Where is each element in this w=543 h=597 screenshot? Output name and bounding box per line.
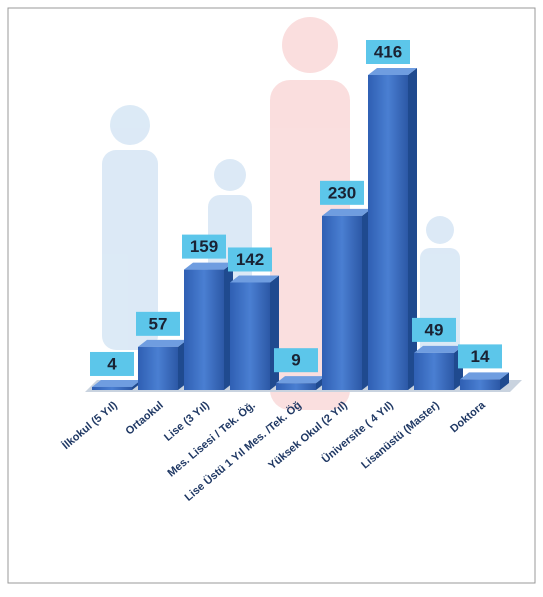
value-label-box [90, 351, 134, 376]
value-label-box [228, 247, 272, 272]
bar-top [138, 339, 187, 347]
bar-front [322, 215, 362, 390]
bar-top [322, 208, 371, 216]
bar [92, 379, 141, 390]
value-label-box [412, 317, 456, 342]
value-label: 49 [425, 320, 444, 339]
bar [138, 339, 187, 390]
value-label: 230 [328, 183, 356, 202]
value-label-box [136, 311, 180, 336]
bar [460, 372, 509, 390]
bar-top [368, 68, 417, 75]
bar-side [408, 68, 417, 390]
bar [414, 345, 463, 390]
value-label: 416 [374, 42, 402, 61]
value-label: 4 [107, 354, 117, 373]
bar [368, 68, 417, 390]
value-label: 57 [149, 314, 168, 333]
value-label: 159 [190, 237, 218, 256]
bar-front [184, 269, 224, 390]
value-label-box [366, 40, 410, 64]
bar-front [276, 383, 316, 390]
bar-top [184, 262, 233, 270]
bar-top [276, 376, 325, 384]
bar-top [230, 275, 279, 283]
value-label-box [320, 180, 364, 205]
bar [322, 208, 371, 390]
bar-side [270, 275, 279, 390]
bar-front [138, 346, 178, 390]
bar-top [414, 345, 463, 353]
value-label: 14 [471, 347, 490, 366]
bar-front [230, 282, 270, 390]
bar-front [414, 352, 454, 390]
bar-front [460, 379, 500, 390]
bar [276, 376, 325, 390]
bar-front [92, 386, 132, 390]
background-figures [102, 17, 460, 410]
value-label: 142 [236, 250, 264, 269]
value-label-box [458, 344, 502, 369]
value-label: 9 [291, 351, 300, 370]
bar-top [92, 379, 141, 387]
bar-front [368, 75, 408, 390]
bar-side [500, 372, 509, 390]
bar [184, 262, 233, 390]
bar [230, 275, 279, 390]
value-label-box [274, 348, 318, 373]
bar-top [460, 372, 509, 380]
value-label-box [182, 234, 226, 259]
